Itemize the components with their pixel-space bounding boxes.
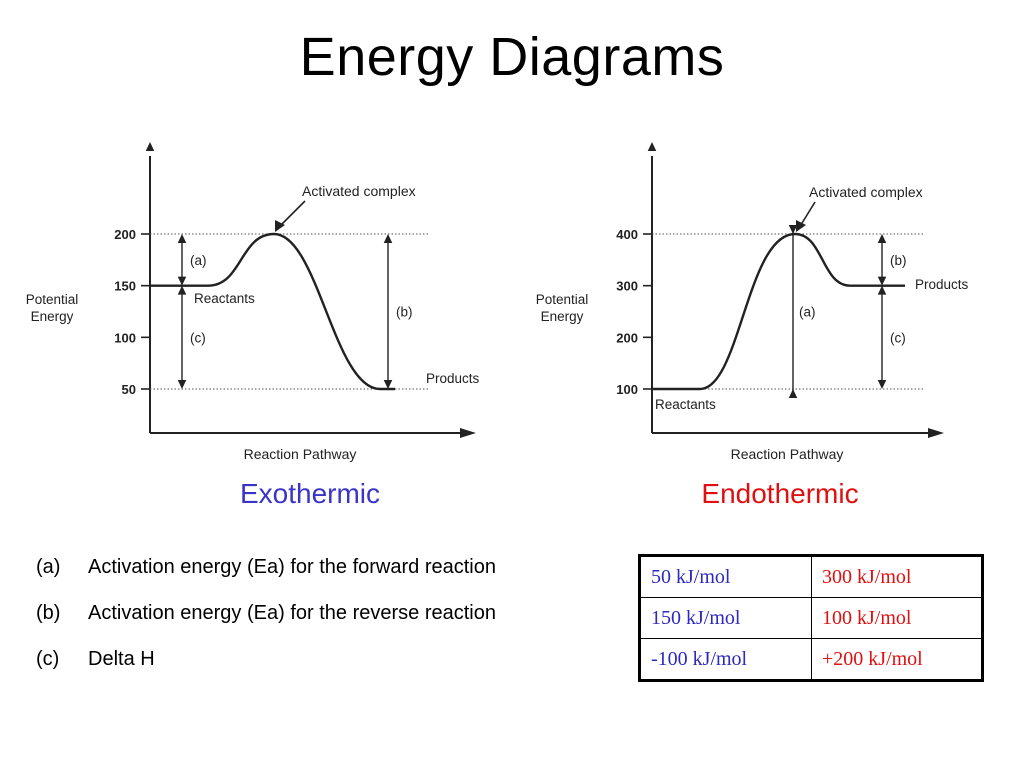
energy-arrow-label: (c) [190,330,206,345]
activated-complex-pointer [277,200,306,229]
answer-legend: (a) Activation energy (Ea) for the forwa… [36,556,496,694]
energy-arrow-label: (a) [799,305,816,320]
activated-complex-label: Activated complex [809,184,923,200]
y-tick-label: 400 [616,227,638,242]
legend-item: (c) Delta H [36,648,496,694]
energy-arrow-a-head-bottom [177,276,187,286]
energy-arrow-label: (b) [396,305,413,320]
activated-complex-label: Activated complex [302,183,416,199]
legend-key: (c) [36,648,60,670]
y-tick-label: 150 [114,279,136,294]
products-label: Products [426,371,480,386]
energy-curve [652,232,905,391]
endothermic-answer: 100 kJ/mol [811,597,983,639]
legend-text: Activation energy (Ea) for the forward r… [88,556,496,578]
energy-arrow-b-head-top [788,389,798,398]
y-tick-label: 200 [114,227,136,242]
energy-arrow-b-head-bottom [383,380,393,389]
x-axis-label: Reaction Pathway [731,446,844,462]
energy-arrow-label: (a) [190,253,207,268]
y-axis-arrow [647,142,657,151]
energy-arrow-c-head-bottom [177,380,187,389]
energy-arrow-label: (b) [890,253,907,268]
energy-arrow-b-head-bottom [788,225,798,234]
y-axis-label: Potential [26,292,79,307]
energy-curve [150,232,395,391]
x-axis-arrow [460,428,476,438]
y-axis-label: Potential [536,292,589,307]
legend-key: (b) [36,602,61,624]
y-axis-label: Energy [541,309,584,324]
products-label: Products [915,277,969,292]
exothermic-answer: -100 kJ/mol [639,638,812,681]
energy-arrow-b-head-top [383,234,393,243]
y-tick-label: 300 [616,279,638,294]
legend-item: (a) Activation energy (Ea) for the forwa… [36,556,496,602]
exothermic-caption: Exothermic [239,478,381,509]
legend-text: Delta H [88,648,155,670]
energy-arrow-c-head-top [877,285,887,295]
slide-title: Energy Diagrams [299,27,725,87]
reactants-label: Reactants [655,397,716,412]
y-tick-label: 100 [616,382,638,397]
endothermic-caption: Endothermic [701,478,859,509]
answers-table: 50 kJ/mol 300 kJ/mol 150 kJ/mol 100 kJ/m… [638,554,984,682]
y-tick-label: 50 [122,382,136,397]
energy-arrow-c-head-bottom [877,380,887,389]
energy-arrow-a-head-bottom [877,276,887,286]
exothermic-answer: 50 kJ/mol [639,555,812,598]
reactants-label: Reactants [194,291,255,306]
energy-arrow-label: (c) [890,330,906,345]
y-tick-label: 100 [114,330,136,345]
table-row: 150 kJ/mol 100 kJ/mol [639,597,983,639]
legend-key: (a) [36,556,61,578]
y-axis-arrow [145,142,155,151]
x-axis-label: Reaction Pathway [244,446,357,462]
endothermic-answer: 300 kJ/mol [811,555,983,598]
y-tick-label: 200 [616,330,638,345]
energy-arrow-c-head-top [177,285,187,295]
endothermic-answer: +200 kJ/mol [811,638,983,681]
activated-complex-pointer-head [796,220,806,232]
table-row: -100 kJ/mol +200 kJ/mol [639,638,983,681]
exothermic-answer: 150 kJ/mol [639,597,812,639]
y-axis-label: Energy [31,309,74,324]
x-axis-arrow [928,428,944,438]
legend-text: Activation energy (Ea) for the reverse r… [88,602,496,624]
legend-item: (b) Activation energy (Ea) for the rever… [36,602,496,648]
energy-arrow-a-head-top [877,234,887,243]
energy-arrow-a-head-top [177,234,187,243]
table-row: 50 kJ/mol 300 kJ/mol [639,555,983,598]
activated-complex-pointer-head [275,220,285,232]
